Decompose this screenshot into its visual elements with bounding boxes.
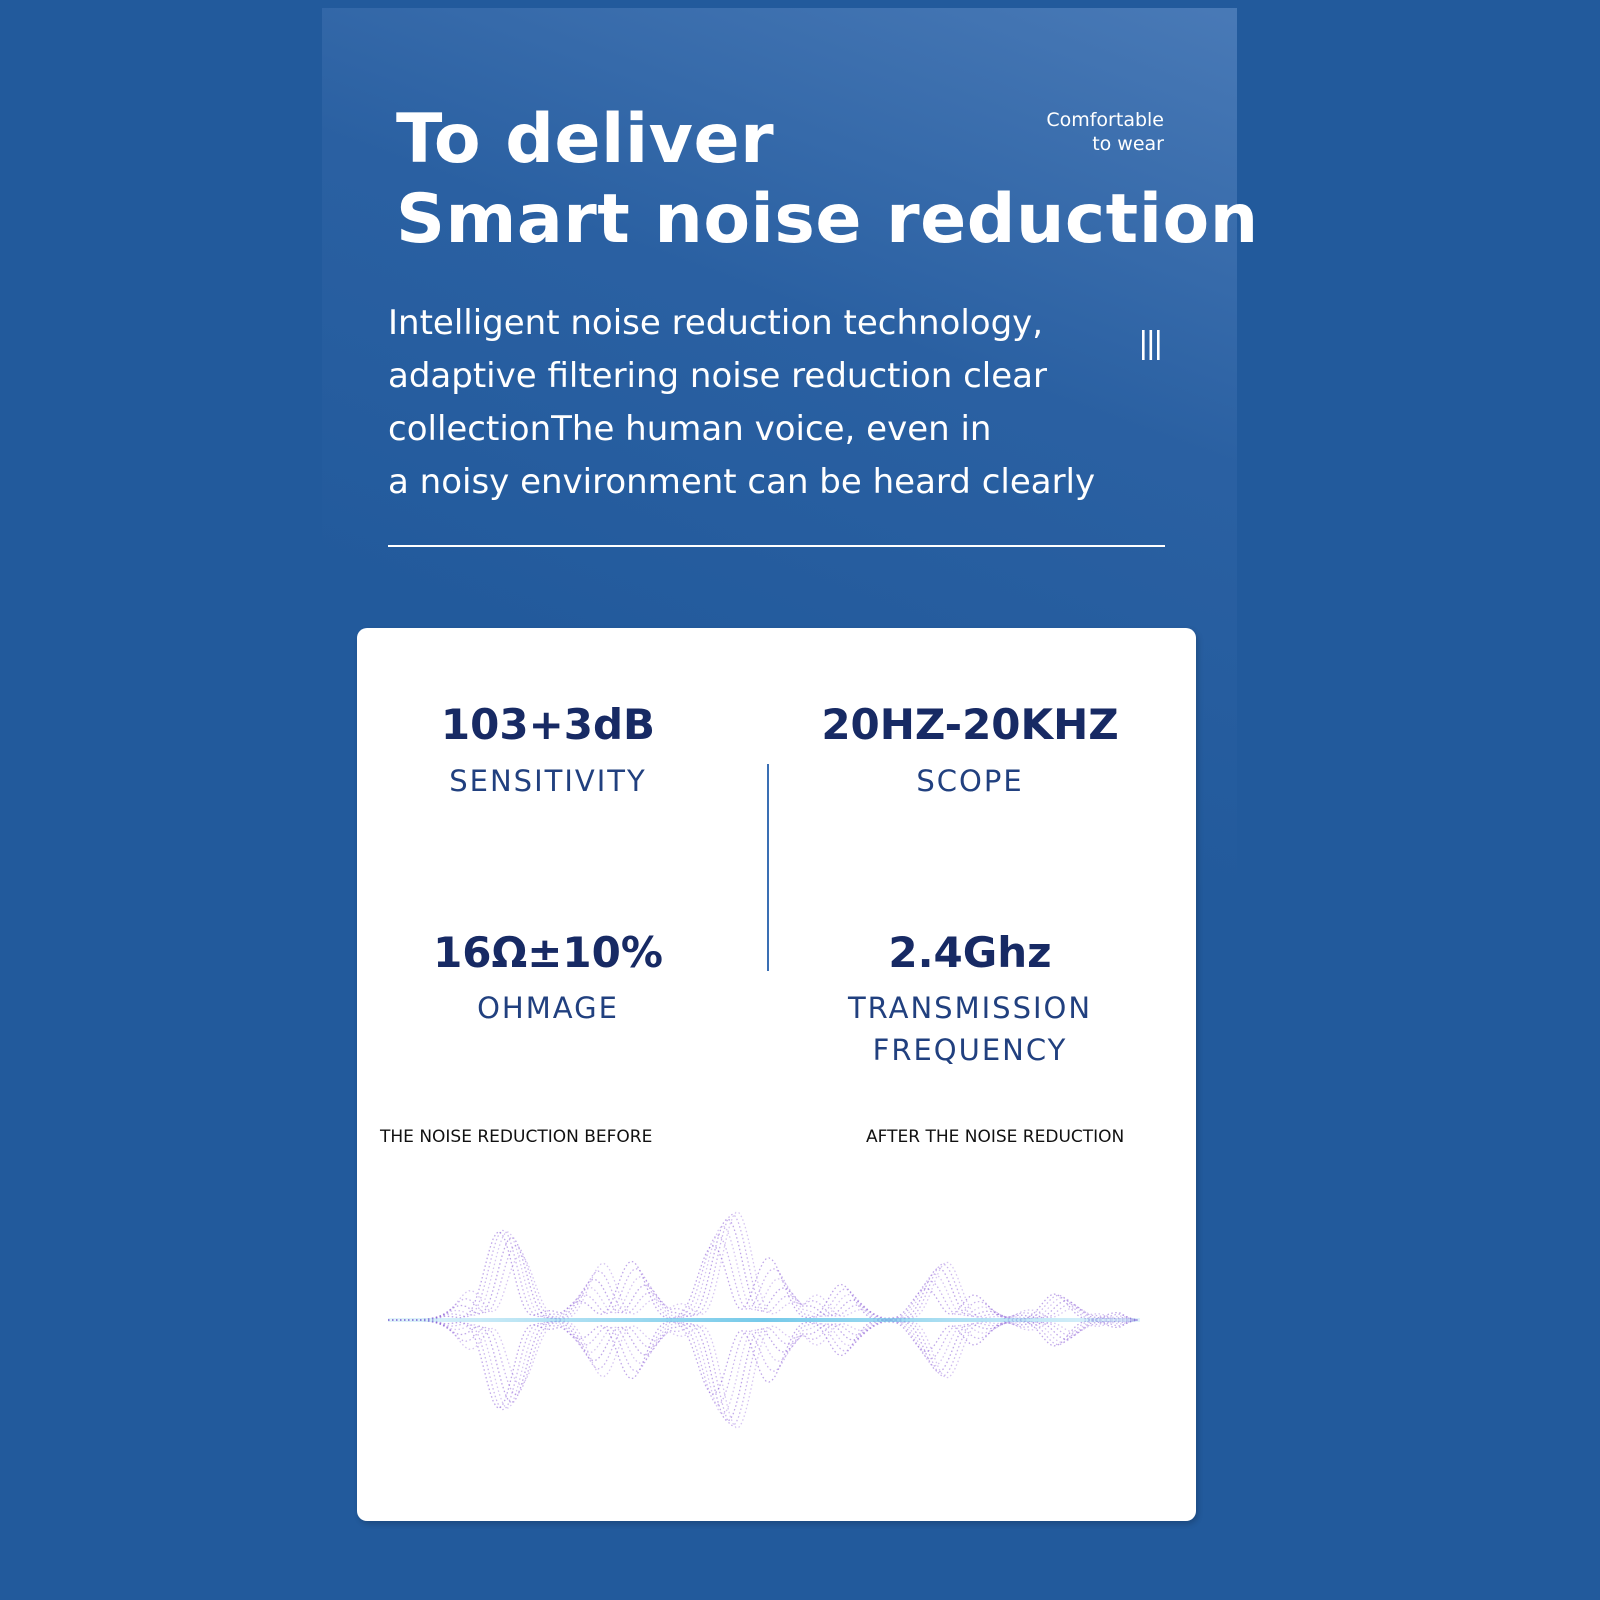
- specs-vertical-divider: [767, 764, 769, 971]
- frequency-label-line-2: FREQUENCY: [872, 1033, 1068, 1067]
- description-line-3: collectionThe human voice, even in: [388, 409, 992, 449]
- header-divider-line: [388, 545, 1165, 547]
- three-vertical-bars-icon: [1142, 330, 1160, 360]
- frequency-label: TRANSMISSION FREQUENCY: [810, 987, 1130, 1071]
- wave-strand: [388, 1319, 1139, 1429]
- wave-strand: [388, 1218, 1139, 1321]
- description-line-2: adaptive filtering noise reduction clear: [388, 356, 1047, 396]
- scope-value: 20HZ-20KHZ: [821, 700, 1119, 749]
- sensitivity-value: 103+3dB: [440, 700, 656, 749]
- wave-strand: [388, 1319, 1139, 1410]
- description: Intelligent noise reduction technology, …: [388, 297, 1148, 509]
- sensitivity-label: SENSITIVITY: [449, 764, 647, 798]
- headline-line-2: Smart noise reduction: [396, 180, 1259, 259]
- after-noise-reduction-caption: AFTER THE NOISE REDUCTION: [866, 1127, 1125, 1147]
- wave-strand: [388, 1211, 1139, 1321]
- wave-strand: [388, 1229, 1139, 1321]
- ohmage-value: 16Ω±10%: [433, 928, 663, 977]
- tagline-line-1: Comfortable: [1046, 109, 1164, 131]
- description-line-4: a noisy environment can be heard clearly: [388, 462, 1096, 502]
- scope-label: SCOPE: [916, 764, 1024, 798]
- wave-strand: [388, 1213, 1139, 1321]
- wave-strand: [388, 1225, 1139, 1321]
- wave-strand: [388, 1319, 1139, 1415]
- tagline: Comfortable to wear: [1046, 108, 1164, 156]
- frequency-value: 2.4Ghz: [888, 928, 1052, 977]
- ohmage-label: OHMAGE: [477, 991, 619, 1025]
- wave-strand: [388, 1319, 1139, 1422]
- headline-line-1: To deliver: [396, 100, 775, 179]
- sound-wave-illustration: [388, 1211, 1140, 1429]
- tagline-line-2: to wear: [1092, 133, 1164, 155]
- before-noise-reduction-caption: THE NOISE REDUCTION BEFORE: [380, 1127, 653, 1147]
- frequency-label-line-1: TRANSMISSION: [847, 991, 1093, 1025]
- description-line-1: Intelligent noise reduction technology,: [388, 303, 1044, 343]
- wave-strand: [388, 1319, 1139, 1411]
- wave-strand: [388, 1319, 1139, 1427]
- wave-strand: [388, 1230, 1139, 1321]
